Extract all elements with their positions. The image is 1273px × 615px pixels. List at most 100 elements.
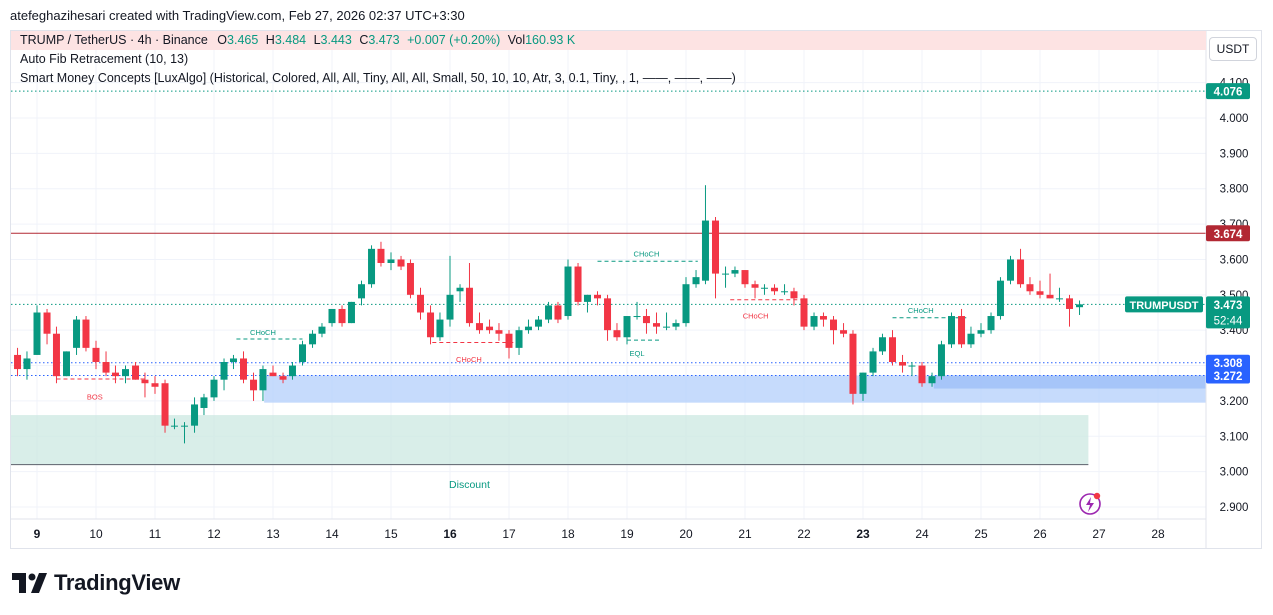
candle-body [1076,304,1084,308]
candle-body [1036,291,1044,295]
bar-countdown-text: 52:44 [1214,315,1243,327]
symbol-name-text: TRUMPUSDT [1129,300,1198,312]
candle-body [495,330,503,334]
discount-zone [11,415,1089,465]
candle-body [958,316,966,345]
candle-body [14,354,22,370]
chart-legend: TRUMP / TetherUS · 4h · Binance O3.465 H… [11,31,1206,88]
candle-body [210,379,218,398]
time-tick-label: 20 [679,527,693,541]
price-tick-label: 3.800 [1220,184,1249,196]
time-tick-label: 27 [1092,527,1106,541]
annotation-label: CHoCH [250,328,276,337]
annotation-label: CHoCH [456,355,482,364]
candle-body [908,365,916,367]
candle-body [63,351,70,377]
candle-body [181,425,188,427]
candle-body [996,280,1004,317]
candle-body [653,323,660,327]
candle-body [406,262,414,295]
candle-body [899,362,907,366]
candle-body [43,312,51,334]
candle-body [977,330,985,334]
candle-body [663,326,671,328]
candle-body [918,365,926,384]
annotation-label: BOS [87,392,103,401]
price-label-text: 3.272 [1214,371,1243,383]
indicator-row-fib[interactable]: Auto Fib Retracement (10, 13) [11,50,1206,69]
candle-body [800,298,808,327]
candle-body [102,362,110,373]
candle-body [111,372,119,377]
candle-body [937,344,945,377]
indicator-fib-label[interactable]: Auto Fib Retracement (10, 13) [20,52,189,66]
candle-body [220,362,228,380]
candle-body [191,404,199,426]
candle-body [623,316,631,338]
symbol-title[interactable]: TRUMP / TetherUS · 4h · Binance [20,33,208,47]
candle-body [731,270,739,274]
candle-body [790,291,798,299]
candle-body [23,358,31,370]
symbol-name-box [1125,296,1203,313]
candle-body [259,369,267,391]
price-tick-label: 3.100 [1220,431,1249,443]
candle-body [476,323,483,331]
candle-body [692,277,700,285]
price-axis-background [1206,31,1261,548]
annotation-label: CHoCH [634,249,660,258]
candle-body [92,347,100,363]
currency-button[interactable]: USDT [1209,37,1257,61]
time-tick-label: 18 [561,527,575,541]
high-value: 3.484 [274,33,307,47]
time-tick-label: 15 [384,527,398,541]
candle-body [250,379,258,391]
tradingview-logo-icon [12,573,47,593]
candle-body [73,319,81,348]
tradingview-logo[interactable]: TradingView [12,570,180,596]
time-tick-label: 17 [502,527,516,541]
candle-body [446,294,454,320]
low-value: 3.443 [320,33,352,47]
candle-body [200,397,208,408]
last-price-text: 3.473 [1214,300,1243,312]
candle-body [1017,259,1025,285]
chart-caption: atefeghazihesari created with TradingVie… [10,8,465,23]
candle-body [722,273,730,275]
candle-body [229,358,237,363]
price-label-text: 3.308 [1214,358,1243,370]
price-tick-label: 4.000 [1220,113,1249,125]
volume-value: 160.93 K [525,33,576,47]
candle-body [987,316,995,331]
candle-body [564,266,572,317]
time-tick-label: 12 [207,527,221,541]
low-label: L [313,33,321,47]
chart-frame[interactable]: BOS CHoCH CHoCH CHoCH EQL CHoCH CHoCH Discount 2… [10,30,1262,549]
time-tick-label: 10 [89,527,103,541]
candle-body [1007,259,1014,281]
candle-body [309,333,317,345]
alert-icon-badge [1093,492,1101,500]
volume-label: Vol [507,33,526,47]
indicator-row-smc[interactable]: Smart Money Concepts [LuxAlgo] (Historic… [11,69,1206,88]
time-tick-label: 28 [1151,527,1165,541]
time-tick-label: 13 [266,527,280,541]
candle-body [288,365,296,377]
price-tick-label: 3.900 [1220,148,1249,160]
indicator-smc-label[interactable]: Smart Money Concepts [LuxAlgo] (Historic… [20,71,736,85]
time-tick-label: 21 [738,527,752,541]
candle-body [682,284,690,324]
candlestick-chart[interactable]: BOS CHoCH CHoCH CHoCH EQL CHoCH CHoCH Discount 2… [11,31,1262,549]
candle-body [701,220,709,281]
change-value: +0.007 (+0.20%) [407,33,501,47]
candles-group [14,185,1084,444]
time-tick-label: 9 [34,527,41,541]
candle-body [170,425,178,427]
candle-body [436,319,444,338]
candle-body [387,259,395,263]
symbol-legend-row: TRUMP / TetherUS · 4h · Binance O3.465 H… [11,31,1206,50]
time-tick-label: 25 [974,527,988,541]
candle-body [948,316,955,345]
candle-body [928,376,936,384]
price-label-box [1206,354,1250,371]
